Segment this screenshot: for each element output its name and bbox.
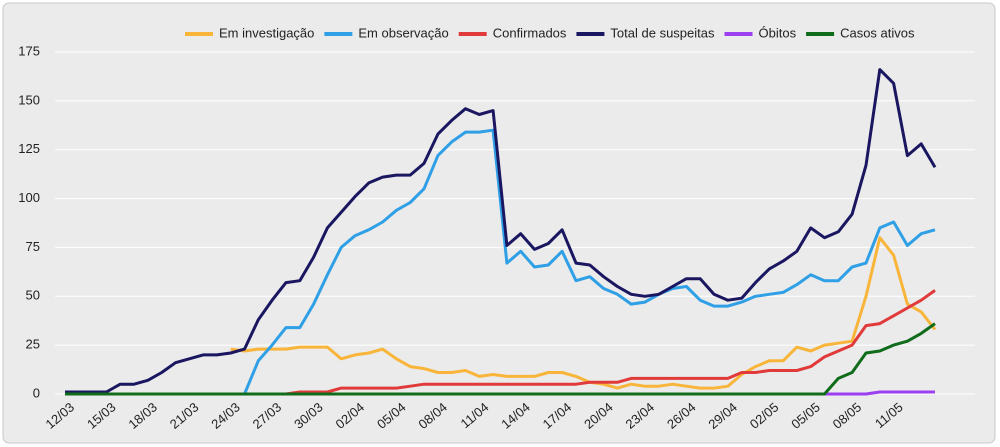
- series-line: [65, 322, 936, 396]
- legend-label: Total de suspeitas: [610, 25, 715, 40]
- y-tick-label: 175: [18, 43, 40, 58]
- series-line: [65, 68, 937, 394]
- y-tick-label: 0: [33, 385, 40, 400]
- y-tick-label: 150: [18, 92, 40, 107]
- y-tick-label: 125: [18, 141, 40, 156]
- legend-label: Em observação: [358, 25, 448, 40]
- legend-label: Em investigação: [219, 25, 314, 40]
- y-tick-label: 75: [26, 239, 40, 254]
- y-tick-label: 50: [26, 288, 40, 303]
- legend-label: Confirmados: [493, 25, 567, 40]
- legend-label: Óbitos: [759, 25, 797, 40]
- series-line: [230, 236, 937, 390]
- y-tick-label: 25: [26, 337, 40, 352]
- legend-label: Casos ativos: [840, 25, 915, 40]
- y-tick-label: 100: [18, 190, 40, 205]
